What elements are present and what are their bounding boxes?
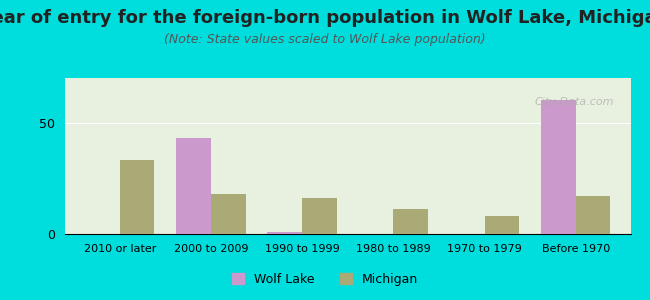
Bar xyxy=(176,138,211,234)
Bar xyxy=(541,100,576,234)
Bar xyxy=(484,216,519,234)
Bar xyxy=(393,209,428,234)
Legend: Wolf Lake, Michigan: Wolf Lake, Michigan xyxy=(227,268,423,291)
Bar xyxy=(576,196,610,234)
Text: (Note: State values scaled to Wolf Lake population): (Note: State values scaled to Wolf Lake … xyxy=(164,33,486,46)
Text: Year of entry for the foreign-born population in Wolf Lake, Michigan: Year of entry for the foreign-born popul… xyxy=(0,9,650,27)
Bar xyxy=(211,194,246,234)
Bar xyxy=(268,232,302,234)
Text: City-Data.com: City-Data.com xyxy=(534,97,614,107)
Bar xyxy=(302,198,337,234)
Bar xyxy=(120,160,155,234)
